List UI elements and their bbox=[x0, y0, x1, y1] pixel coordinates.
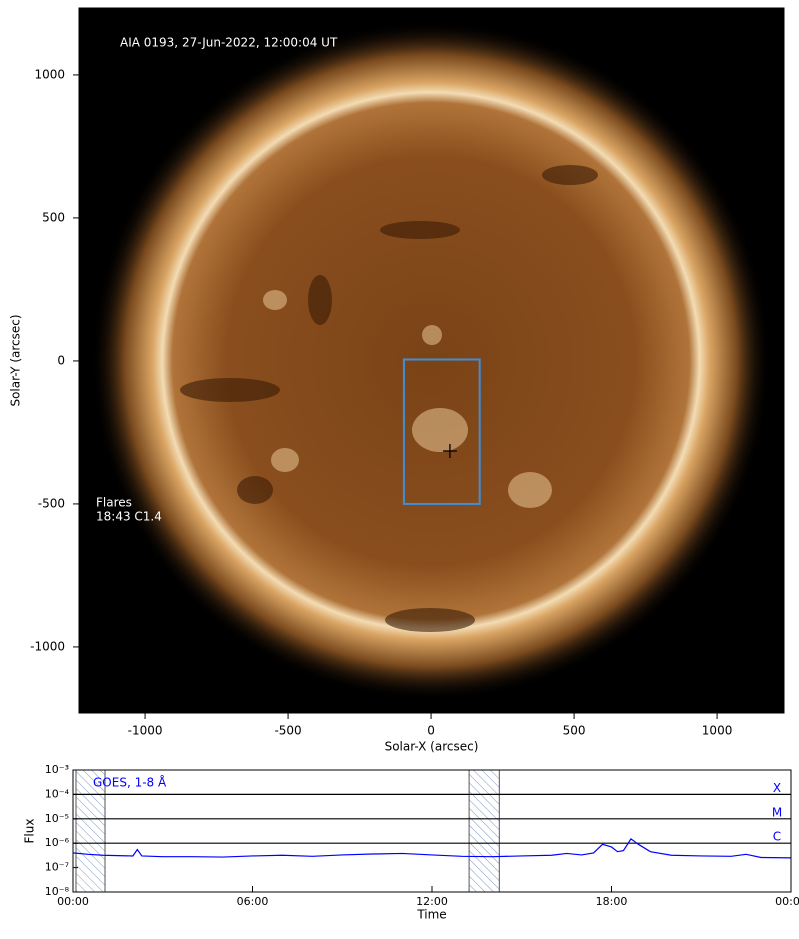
y-axis-label: Flux bbox=[23, 819, 37, 844]
sun-disk bbox=[91, 21, 771, 701]
image-title: AIA 0193, 27-Jun-2022, 12:00:04 UT bbox=[120, 36, 338, 50]
solar-image: AIA 0193, 27-Jun-2022, 12:00:04 UT Flares… bbox=[9, 7, 785, 754]
flare-annotation: Flares bbox=[96, 496, 132, 510]
y-tick-label: 10⁻⁴ bbox=[45, 787, 70, 800]
shaded-interval bbox=[75, 769, 106, 893]
x-tick-label: 00:00 bbox=[775, 895, 799, 908]
x-tick-label: -500 bbox=[274, 724, 301, 738]
y-tick-label: 10⁻⁸ bbox=[45, 885, 70, 898]
x-axis-label: Solar-X (arcsec) bbox=[385, 740, 479, 754]
x-tick-label: 500 bbox=[563, 724, 586, 738]
bright-regions bbox=[263, 290, 552, 508]
flare-annotation: 18:43 C1.4 bbox=[96, 510, 162, 524]
y-tick-label: 1000 bbox=[34, 67, 65, 81]
legend-label: GOES, 1-8 Å bbox=[93, 775, 167, 790]
class-label: C bbox=[773, 830, 781, 844]
y-tick-label: 10⁻⁷ bbox=[45, 861, 69, 874]
flux-line bbox=[72, 838, 792, 859]
y-tick-label: -1000 bbox=[30, 639, 65, 653]
y-tick-label: 10⁻⁵ bbox=[45, 812, 69, 825]
y-tick-label: 0 bbox=[57, 353, 65, 367]
x-tick-label: 00:00 bbox=[57, 895, 89, 908]
x-tick-label: 12:00 bbox=[416, 895, 448, 908]
y-tick-label: 10⁻³ bbox=[45, 763, 69, 776]
x-axis-label: Time bbox=[416, 908, 446, 922]
shaded-interval bbox=[468, 769, 500, 893]
class-label: X bbox=[773, 781, 781, 795]
y-tick-label: 500 bbox=[42, 210, 65, 224]
region-box bbox=[402, 358, 481, 505]
x-tick-label: 1000 bbox=[702, 724, 733, 738]
x-tick-label: 0 bbox=[427, 724, 435, 738]
coronal-holes bbox=[180, 165, 598, 632]
x-tick-label: 06:00 bbox=[237, 895, 269, 908]
y-axis-label: Solar-Y (arcsec) bbox=[9, 314, 23, 406]
x-tick-label: 18:00 bbox=[596, 895, 628, 908]
class-label: M bbox=[772, 805, 782, 819]
axes-frame bbox=[72, 769, 792, 893]
flare-marker bbox=[442, 444, 457, 459]
y-tick-label: 10⁻⁶ bbox=[45, 836, 70, 849]
y-tick-label: -500 bbox=[38, 496, 65, 510]
x-tick-label: -1000 bbox=[128, 724, 163, 738]
